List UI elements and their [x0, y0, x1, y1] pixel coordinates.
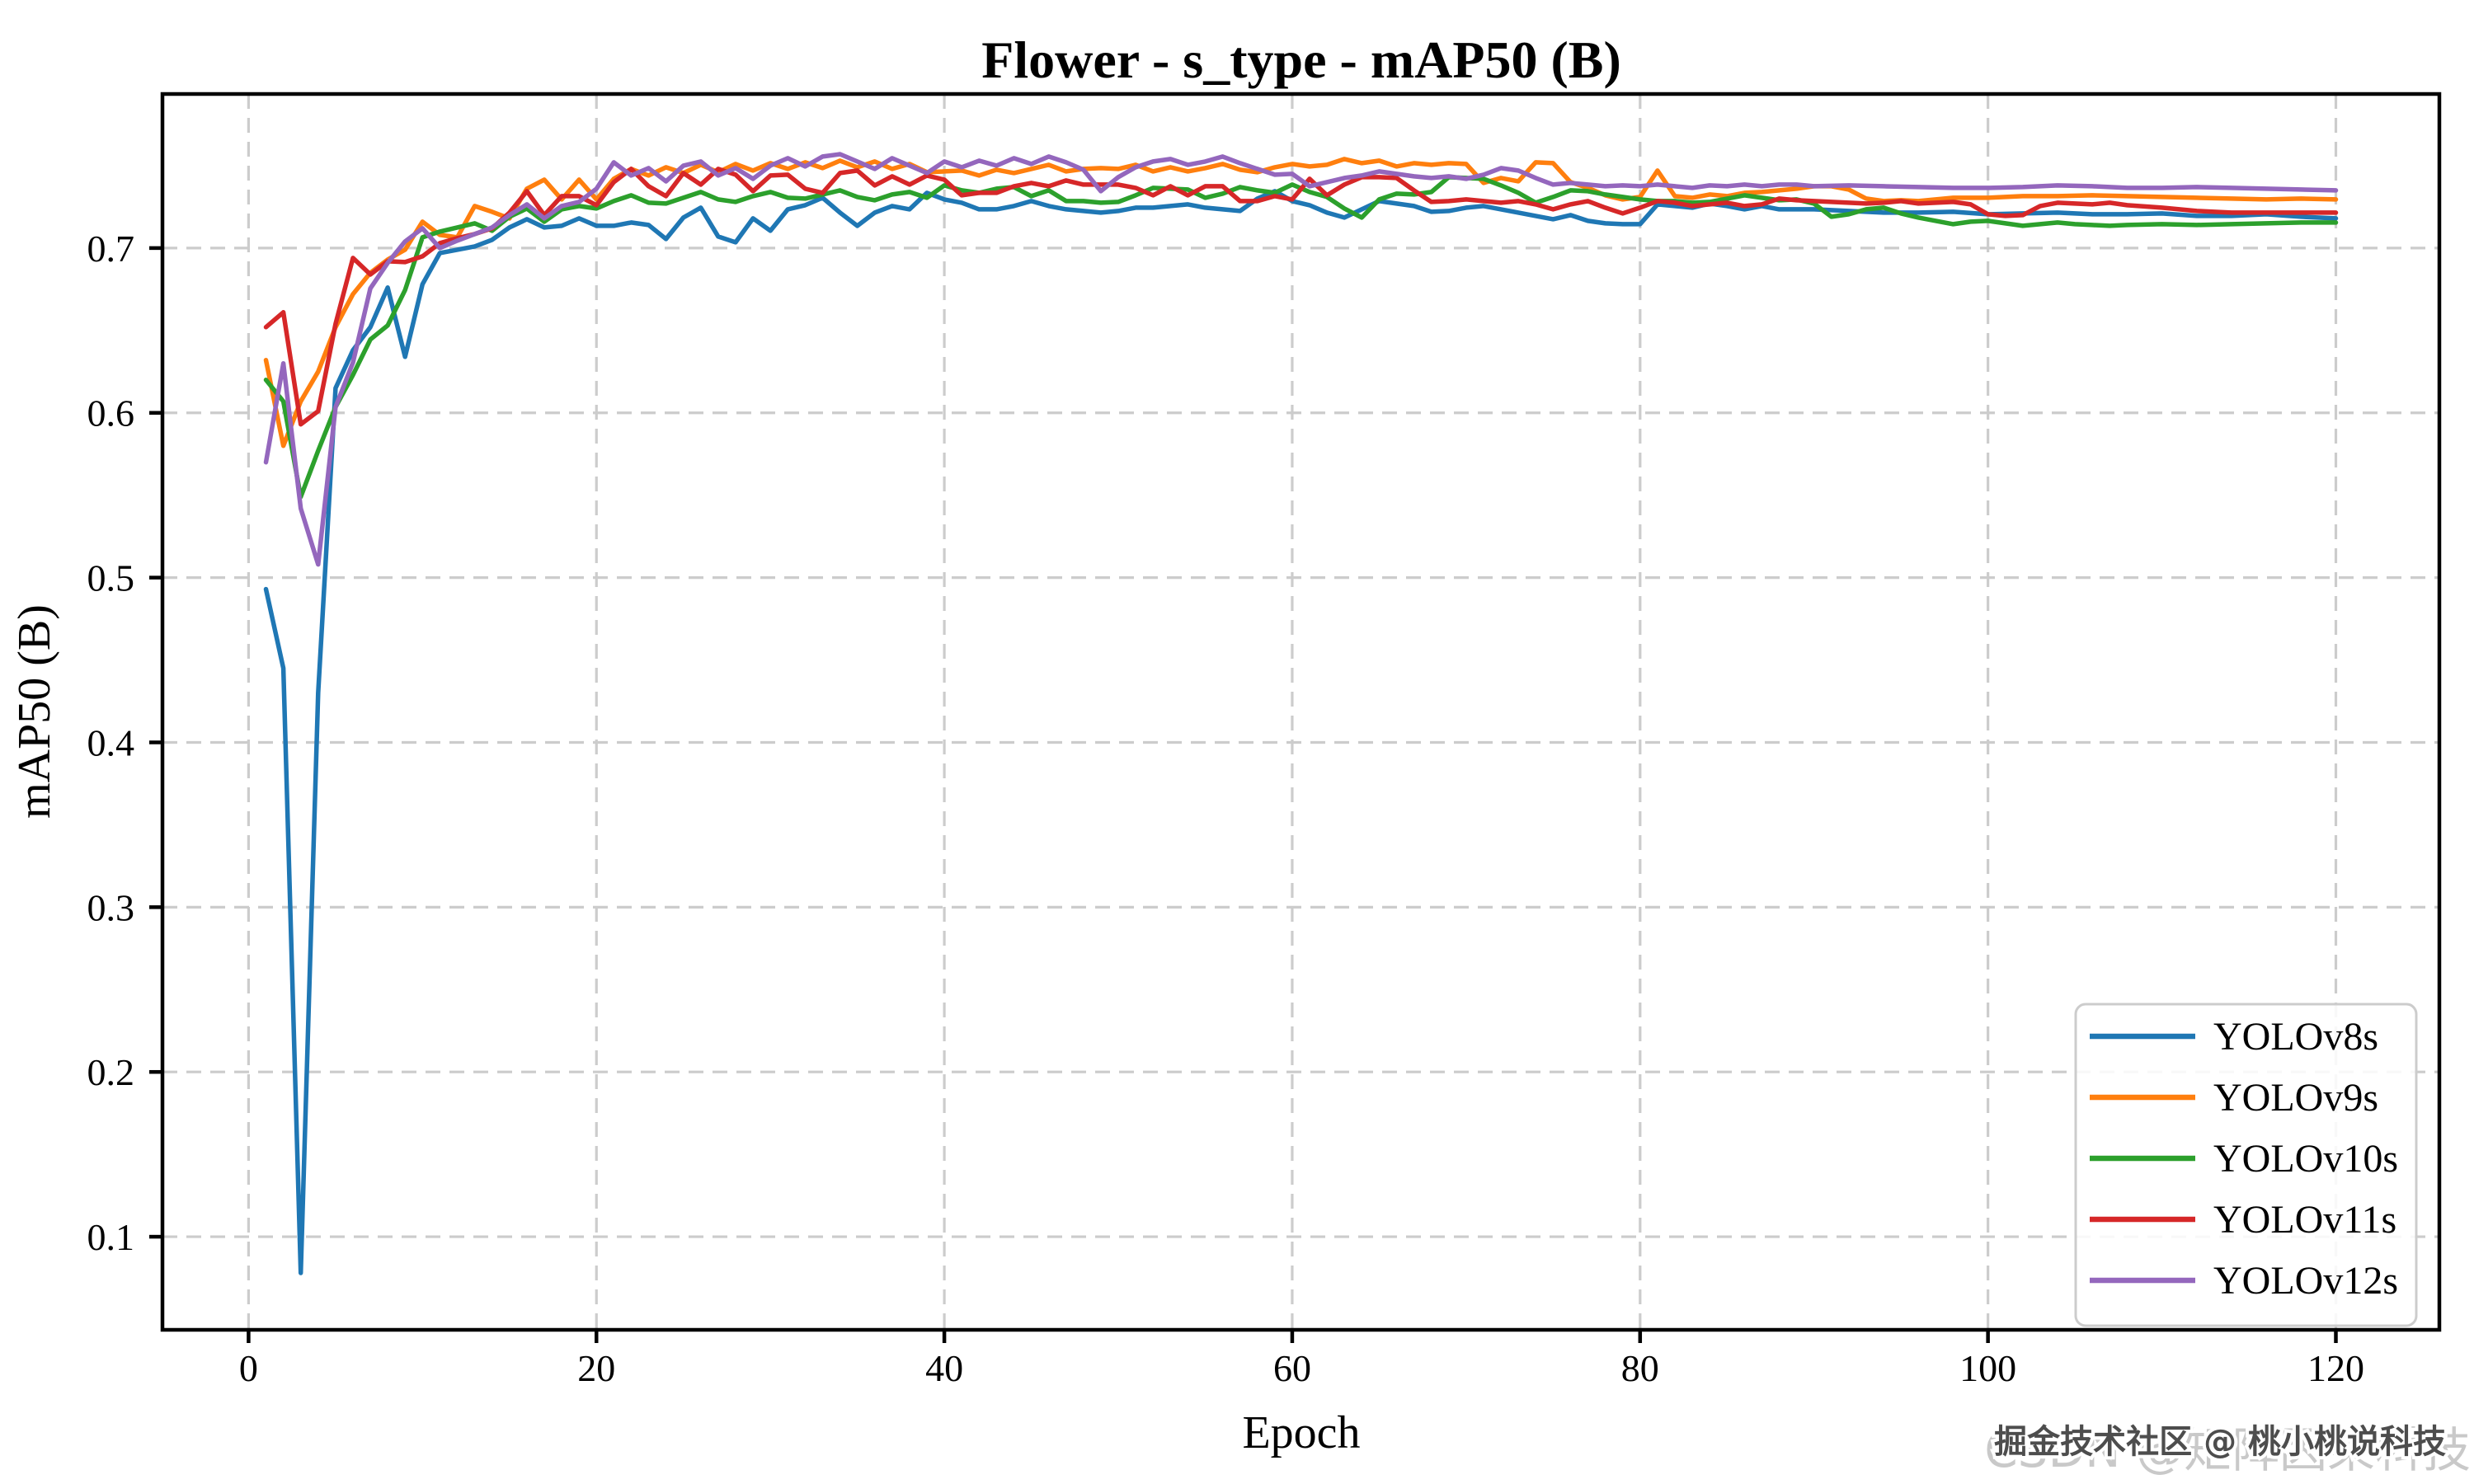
series-line-YOLOv11s: [263, 167, 2339, 427]
x-tick-label: 100: [1959, 1347, 2016, 1389]
series-lines: [263, 152, 2339, 1275]
x-tick-label: 120: [2307, 1347, 2364, 1389]
y-tick-labels: 0.1 0.2 0.3 0.4 0.5 0.6 0.7: [87, 228, 135, 1258]
y-tick-label: 0.4: [87, 721, 135, 763]
x-tick-label: 40: [925, 1347, 963, 1389]
chart-title: Flower - s_type - mAP50 (B): [981, 31, 1621, 89]
y-tick-label: 0.6: [87, 392, 135, 434]
legend-row: YOLOv10s: [2090, 1137, 2398, 1181]
x-tick-label: 80: [1621, 1347, 1659, 1389]
watermark-juejin: 掘金技术社区 @ 桃小桃说科技: [1994, 1423, 2446, 1461]
series-line-YOLOv10s: [263, 175, 2339, 500]
y-axis-label: mAP50 (B): [9, 604, 60, 819]
x-tick-label: 20: [577, 1347, 615, 1389]
y-tick-label: 0.2: [87, 1051, 135, 1093]
watermark-csdn: CSDN @矩阵因果科技: [1984, 1422, 2471, 1478]
axis-ticks: [149, 246, 2338, 1343]
gridlines: [162, 94, 2439, 1330]
legend: YOLOv8s YOLOv9s YOLOv10s YOLOv11s YOLOv12s: [2074, 1003, 2418, 1327]
legend-label: YOLOv10s: [2213, 1137, 2398, 1181]
legend-row: YOLOv8s: [2090, 1015, 2378, 1059]
legend-box: [2074, 1003, 2418, 1327]
plot-border: [160, 92, 2442, 1332]
legend-row: YOLOv11s: [2090, 1198, 2396, 1242]
legend-label: YOLOv12s: [2213, 1259, 2398, 1303]
y-tick-label: 0.1: [87, 1216, 135, 1258]
x-tick-labels: 0 20 40 60 80 100 120: [239, 1347, 2364, 1389]
y-tick-label: 0.3: [87, 886, 135, 928]
x-tick-label: 60: [1273, 1347, 1311, 1389]
x-tick-label: 0: [239, 1347, 258, 1389]
legend-label: YOLOv11s: [2213, 1198, 2396, 1242]
y-tick-label: 0.7: [87, 228, 135, 270]
legend-row: YOLOv9s: [2090, 1076, 2378, 1120]
legend-row: YOLOv12s: [2090, 1259, 2398, 1303]
legend-label: YOLOv8s: [2213, 1015, 2378, 1059]
x-axis-label: Epoch: [1242, 1407, 1360, 1458]
series-line-YOLOv12s: [263, 152, 2339, 567]
y-tick-label: 0.5: [87, 557, 135, 599]
legend-label: YOLOv9s: [2213, 1076, 2378, 1120]
